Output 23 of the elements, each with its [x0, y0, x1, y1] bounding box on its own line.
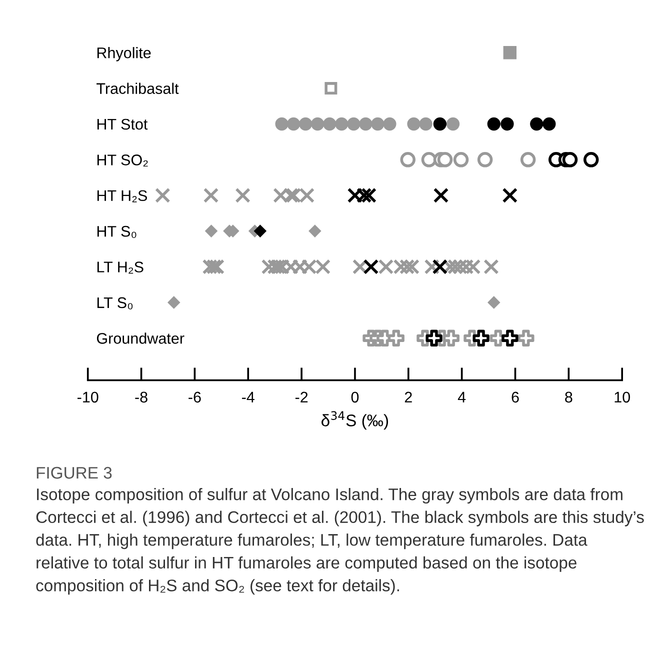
x-tick-label: 0	[351, 392, 359, 403]
x-axis-title: δ$^{34}$S (‰)	[322, 411, 388, 430]
x-tick-label: -2	[295, 392, 308, 402]
y-tick-label: HT S₀	[97, 226, 136, 238]
x-tick-label: -6	[188, 392, 201, 403]
x-tick-label: 10	[614, 392, 630, 403]
y-tick-label: HT Stot	[97, 118, 148, 130]
x-tick-label: -4	[242, 392, 254, 402]
y-tick-label: HT SO₂	[97, 154, 148, 167]
y-tick-label: LT S₀	[97, 297, 133, 310]
x-tick-label: -8	[135, 392, 148, 403]
x-tick-label: 6	[512, 392, 519, 403]
y-tick-label: HT H₂S	[97, 190, 147, 202]
x-tick-label: 2	[404, 392, 412, 402]
x-tick-label: -10	[77, 392, 98, 403]
x-tick-label: 4	[458, 392, 466, 402]
y-tick-label: Groundwater	[96, 332, 184, 344]
x-tick-label: 8	[565, 392, 572, 403]
y-tick-label: LT H₂S	[97, 262, 144, 274]
caption: FIGURE 3	[36, 466, 112, 479]
y-tick-label: Trachibasalt	[96, 82, 179, 94]
text: Isotope composition of sulfur at Volcano Island. The gray symbols are data from Cortecci et al. (1996) and Cortecci et al. (2001). The black symbols are this study’s data. HT, high temperature fumaroles; LT, low temperature fumaroles. Data relative to total sulfur in HT fumaroles are computed based on the isotope composition of H₂S and SO₂ (see text for details).	[36, 488, 644, 595]
y-tick-label: Rhyolite	[97, 47, 151, 62]
